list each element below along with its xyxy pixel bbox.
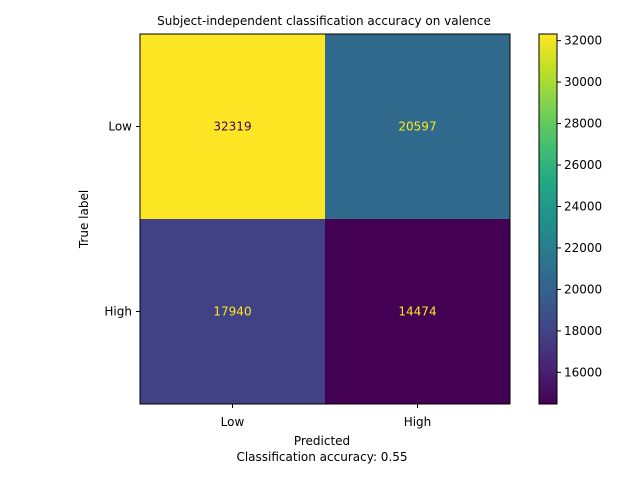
heatmap-cells: 32319 20597 17940 14474 <box>140 34 510 404</box>
x-tick-label: Low <box>221 415 245 429</box>
y-tick-label: Low <box>108 120 132 134</box>
cell-value-label: 20597 <box>398 120 436 134</box>
cell-value-label: 32319 <box>213 120 251 134</box>
heatmap-cell <box>140 34 325 219</box>
colorbar-tick-label: 20000 <box>564 282 602 296</box>
x-axis: Low High <box>221 404 432 429</box>
y-axis-label: True label <box>77 190 91 249</box>
y-axis: Low High <box>104 120 140 319</box>
cell-value-label: 14474 <box>398 305 436 319</box>
heatmap-cell <box>325 219 510 404</box>
colorbar-tick-label: 18000 <box>564 324 602 338</box>
colorbar <box>538 33 558 405</box>
plot-frame <box>139 33 511 405</box>
x-tick-label: High <box>404 415 432 429</box>
chart-title: Subject-independent classification accur… <box>157 14 491 28</box>
colorbar-tick-label: 28000 <box>564 117 602 131</box>
heatmap-cell <box>325 34 510 219</box>
colorbar-tick-label: 30000 <box>564 75 602 89</box>
heatmap-cell <box>140 219 325 404</box>
cell-value-label: 17940 <box>213 305 251 319</box>
classification-accuracy-footer: Classification accuracy: 0.55 <box>236 450 407 464</box>
colorbar-tick-label: 26000 <box>564 158 602 172</box>
colorbar-ticks: 16000 18000 20000 22000 24000 26000 28000 30000… <box>557 34 602 379</box>
colorbar-tick-label: 22000 <box>564 241 602 255</box>
colorbar-tick-label: 32000 <box>564 34 602 48</box>
y-tick-label: High <box>104 305 132 319</box>
colorbar-tick-label: 16000 <box>564 365 602 379</box>
colorbar-tick-label: 24000 <box>564 199 602 213</box>
x-axis-label: Predicted <box>294 434 350 448</box>
